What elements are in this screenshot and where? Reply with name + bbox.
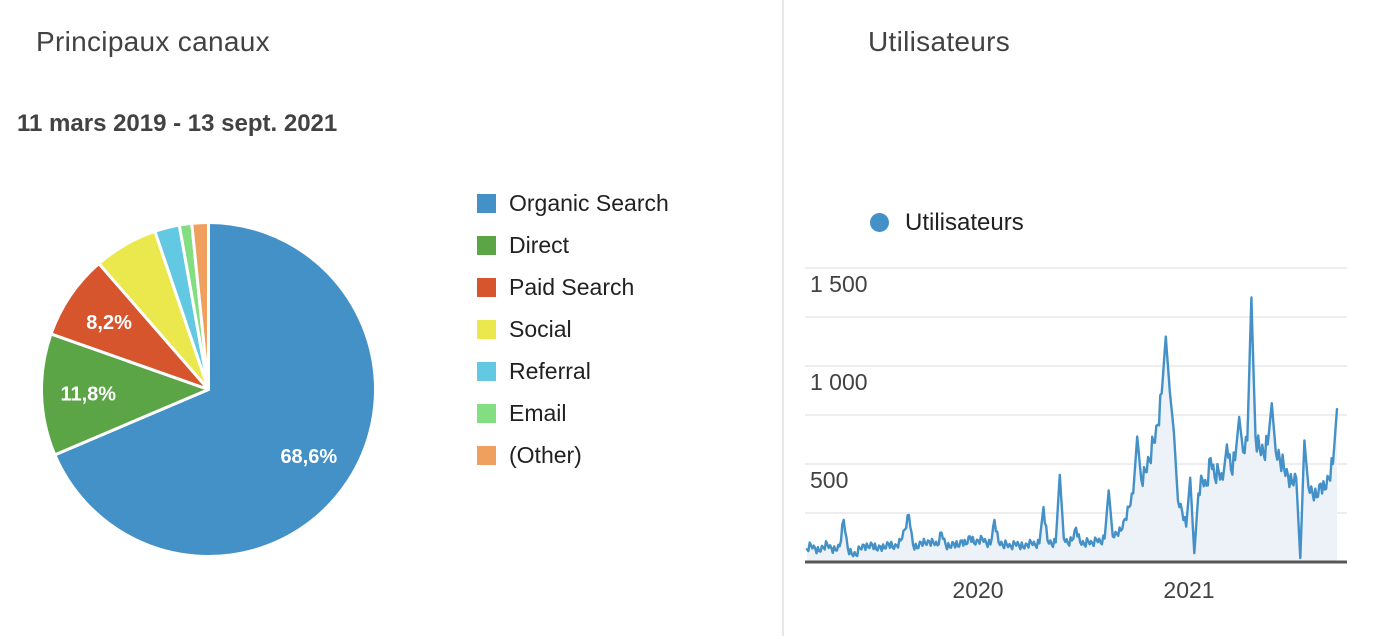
legend-item-paid-search: Paid Search <box>477 274 669 300</box>
legend-swatch-icon <box>477 194 496 213</box>
date-range: 11 mars 2019 - 13 sept. 2021 <box>17 110 338 137</box>
pie-slice-organic-search[interactable] <box>53 221 377 558</box>
users-panel: Utilisateurs 500 1 000 1 500 2020 2021 Utili… <box>785 0 1398 636</box>
users-series-line[interactable] <box>805 296 1339 560</box>
legend-swatch-icon <box>477 320 496 339</box>
panel-divider <box>782 0 784 636</box>
top-channels-title: Principaux canaux <box>36 26 270 57</box>
y-axis-label-1000: 1 000 <box>810 369 868 395</box>
legend-swatch-icon <box>477 362 496 381</box>
legend-label: (Other) <box>509 442 582 468</box>
legend-item-email: Email <box>477 400 669 426</box>
x-axis-label-2020: 2020 <box>952 577 1003 603</box>
pie-slice-other[interactable] <box>190 220 210 391</box>
legend-item-social: Social <box>477 316 669 342</box>
x-axis-label-2021: 2021 <box>1163 577 1214 603</box>
users-area-fill <box>807 297 1337 561</box>
legend-item-other: (Other) <box>477 442 669 468</box>
legend-label: Social <box>509 316 572 342</box>
y-axis-label-500: 500 <box>810 467 848 493</box>
legend-label: Email <box>509 400 567 426</box>
y-axis-label-1500: 1 500 <box>810 271 868 297</box>
pie-legend: Organic Search Direct Paid Search Social… <box>477 190 669 486</box>
users-title: Utilisateurs <box>868 26 1011 57</box>
legend-item-direct: Direct <box>477 232 669 258</box>
top-channels-pie-chart[interactable]: 68,6% 11,8% 8,2% <box>38 219 379 560</box>
legend-label: Organic Search <box>509 190 669 216</box>
pie-slice-value-label: 8,2% <box>86 312 132 334</box>
legend-label: Direct <box>509 232 570 258</box>
top-channels-panel: Principaux canaux 11 mars 2019 - 13 sept… <box>17 26 669 560</box>
legend-label: Referral <box>509 358 591 384</box>
users-timeseries-chart[interactable]: 500 1 000 1 500 2020 2021 <box>785 0 1398 636</box>
pie-slice-value-label: 11,8% <box>60 383 116 405</box>
legend-swatch-icon <box>477 446 496 465</box>
legend-label: Paid Search <box>509 274 635 300</box>
legend-item-organic-search: Organic Search <box>477 190 669 216</box>
legend-swatch-icon <box>477 236 496 255</box>
legend-item-referral: Referral <box>477 358 669 384</box>
legend-swatch-icon <box>477 404 496 423</box>
pie-slice-value-label: 68,6% <box>280 446 337 468</box>
pie-slice-direct[interactable] <box>40 332 210 457</box>
legend-swatch-icon <box>477 278 496 297</box>
